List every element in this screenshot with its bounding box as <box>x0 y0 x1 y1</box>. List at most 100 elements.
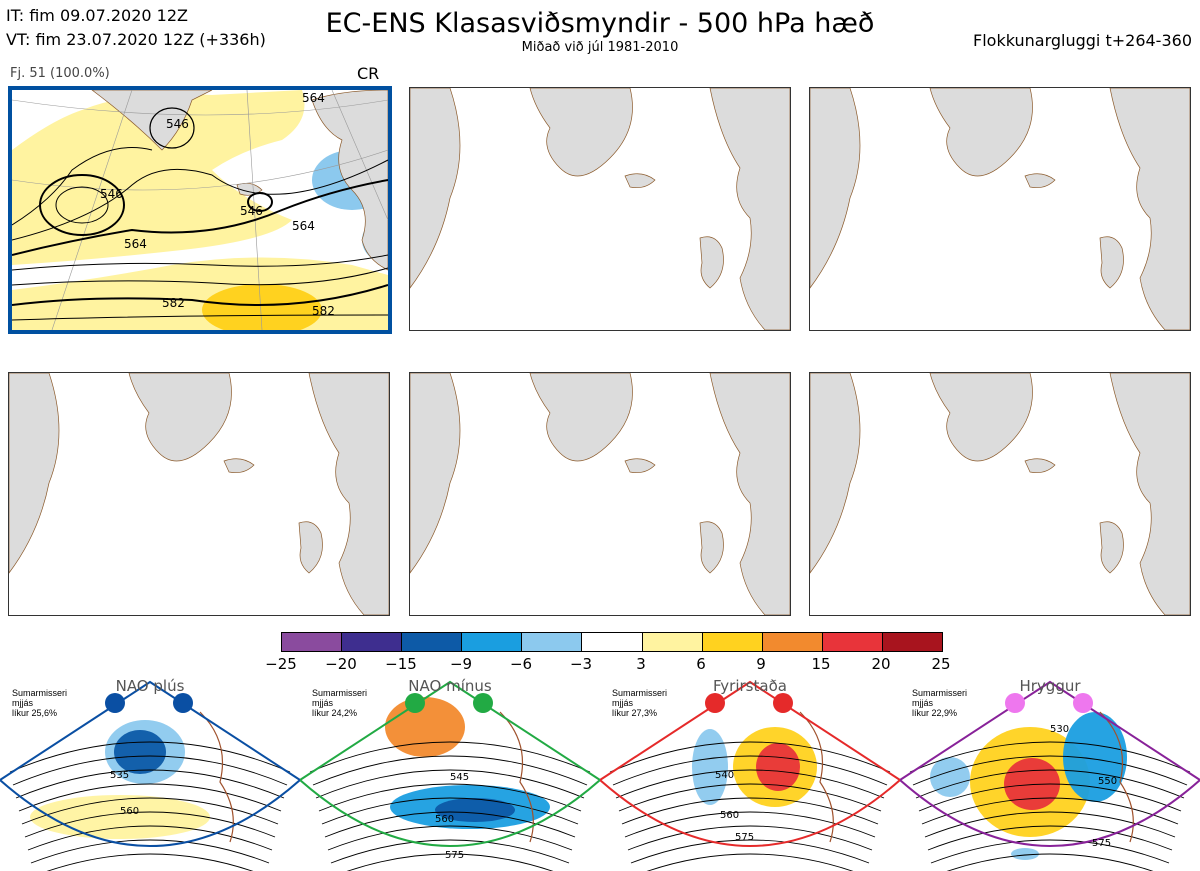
height-contour <box>921 797 1179 825</box>
land-mass <box>529 88 633 177</box>
land-mass <box>810 88 861 289</box>
regime-marker <box>173 693 193 713</box>
regime-description-line: mjjás <box>912 698 934 708</box>
regime-description: Sumarmisseri mjjás líkur 22,9% <box>912 688 967 718</box>
height-contour <box>924 811 1176 838</box>
colorbar-tick: −20 <box>325 655 357 673</box>
cluster-code: CR <box>357 64 380 83</box>
height-contour <box>609 741 891 773</box>
height-contour <box>624 811 876 838</box>
height-contour <box>627 825 873 851</box>
contour-label: 546 <box>166 117 189 131</box>
land-mass <box>1099 521 1124 574</box>
regime-description: Sumarmisseri mjjás líkur 24,2% <box>312 688 367 718</box>
cluster-map-6[interactable] <box>809 372 1191 616</box>
regime-map: 545 560 575 <box>300 680 600 871</box>
height-contour <box>918 783 1182 812</box>
colorbar-tick: 25 <box>931 655 951 673</box>
regime-description-line: líkur 24,2% <box>312 708 358 718</box>
height-contour <box>912 755 1188 786</box>
height-contour <box>630 839 870 864</box>
regime-contour-label: 560 <box>120 806 139 817</box>
anomaly-area <box>1004 758 1060 810</box>
regime-map: 530 550 575 <box>900 680 1200 871</box>
regime-title: Hryggur <box>1019 677 1081 695</box>
regime-contour-label: 530 <box>1050 724 1069 735</box>
anomaly-area <box>692 729 728 805</box>
regime-description-line: mjjás <box>12 698 34 708</box>
regime-nao-plus: 535 560 NAO plús Sumarmisseri mjjás líkur 25,… <box>0 672 300 871</box>
colorbar-tick: −25 <box>265 655 297 673</box>
cluster-label: Fj. 51 (100.0%) <box>10 66 110 81</box>
regime-description: Sumarmisseri mjjás líkur 25,6% <box>12 688 67 718</box>
regime-title: Fyrirstaða <box>713 677 787 695</box>
cluster-map-5[interactable] <box>409 372 791 616</box>
colorbar-swatch <box>402 633 463 651</box>
height-contour <box>18 783 282 812</box>
cluster-map-2[interactable] <box>409 87 791 331</box>
height-contour <box>946 853 1154 871</box>
anomaly-area <box>385 697 465 757</box>
regime-marker <box>1073 693 1093 713</box>
cluster-map-1[interactable]: 546 546 546 564 564 582 582 564 <box>8 86 392 334</box>
map-background <box>410 373 790 615</box>
land-mass <box>410 88 461 289</box>
land-mass <box>709 88 790 330</box>
regime-description-line: líkur 25,6% <box>12 708 58 718</box>
regime-marker <box>473 693 493 713</box>
regime-contour-label: 540 <box>715 770 734 781</box>
regime-contour-label: 545 <box>450 772 469 783</box>
page-subtitle: Miðað við júl 1981-2010 <box>521 40 679 55</box>
land-mass <box>1109 88 1190 330</box>
cluster-map-4[interactable] <box>8 372 390 616</box>
land-mass <box>1024 173 1056 189</box>
coastline <box>499 711 534 843</box>
map-background <box>810 373 1190 615</box>
height-contour <box>46 853 254 871</box>
height-contour <box>9 741 291 773</box>
regime-description-line: Sumarmisseri <box>12 688 68 698</box>
regime-description-line: mjjás <box>312 698 334 708</box>
colorbar-swatch <box>822 633 883 651</box>
colorbar <box>281 632 943 652</box>
colorbar-tick: −9 <box>449 655 473 673</box>
issue-time: IT: fim 09.07.2020 12Z <box>6 6 188 25</box>
regime-description-line: Sumarmisseri <box>612 688 668 698</box>
contour-label: 546 <box>100 187 123 201</box>
contour-label: 564 <box>124 237 147 251</box>
anomaly-area <box>30 795 210 839</box>
land-mass <box>709 373 790 615</box>
regime-description-line: líkur 22,9% <box>912 708 958 718</box>
regime-map: 540 560 575 <box>600 680 900 871</box>
land-mass <box>223 458 255 474</box>
height-contour <box>612 755 888 786</box>
land-mass <box>699 521 724 574</box>
colorbar-tick: 15 <box>811 655 831 673</box>
land-mass <box>929 88 1033 177</box>
land-mass <box>9 373 60 574</box>
regime-frame <box>600 680 900 847</box>
regime-ridge: 530 550 575 Hryggur Sumarmisseri mjjás líkur 2… <box>900 672 1200 871</box>
colorbar-tick: 20 <box>871 655 891 673</box>
land-mass <box>410 373 461 574</box>
colorbar-swatch <box>462 633 523 651</box>
cluster-map-3[interactable] <box>809 87 1191 331</box>
colorbar-tick: 3 <box>636 655 646 673</box>
regime-contour-label: 560 <box>720 810 739 821</box>
anomaly-area <box>756 743 800 791</box>
regime-frame <box>900 680 1200 847</box>
height-contour <box>15 769 285 799</box>
anomaly-area <box>930 757 970 797</box>
regime-frame <box>300 680 600 847</box>
height-contour <box>330 839 570 864</box>
height-contour <box>909 741 1191 773</box>
height-contour <box>30 839 270 864</box>
anomaly-area <box>114 730 166 774</box>
map-background <box>9 373 389 615</box>
regime-nao-minus: 545 560 575 NAO mínus Sumarmisseri mjjás líkur… <box>300 672 600 871</box>
height-contour <box>618 783 882 812</box>
regime-marker <box>405 693 425 713</box>
cluster-map-1-graphic: 546 546 546 564 564 582 582 564 <box>12 90 388 330</box>
regime-marker <box>773 693 793 713</box>
height-contour <box>27 825 273 851</box>
